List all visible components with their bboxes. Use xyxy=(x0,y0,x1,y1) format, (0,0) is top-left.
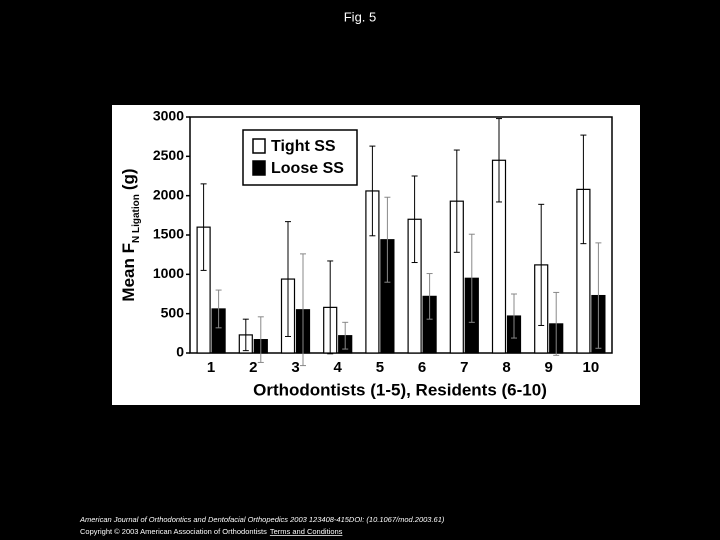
y-tick-label: 2500 xyxy=(153,147,184,163)
x-tick-label: 9 xyxy=(545,359,553,376)
copyright-text: Copyright © 2003 American Association of… xyxy=(80,527,267,536)
y-tick-label: 500 xyxy=(161,304,185,320)
error-bar xyxy=(496,118,502,203)
y-label-main: Mean F xyxy=(119,243,138,302)
x-tick-label: 3 xyxy=(291,359,299,376)
y-tick-label: 3000 xyxy=(153,108,184,124)
error-bar xyxy=(511,293,517,339)
citation: American Journal of Orthodontics and Den… xyxy=(79,515,445,524)
error-bar xyxy=(384,196,391,283)
error-bar xyxy=(426,273,433,320)
error-bar xyxy=(285,221,291,337)
error-bar xyxy=(300,253,306,367)
y-tick-label: 2000 xyxy=(153,186,184,202)
x-axis-label: Orthodontists (1-5), Residents (6-10) xyxy=(253,380,547,399)
y-axis-label: Mean FN Ligation (g) xyxy=(119,168,141,301)
error-bar xyxy=(369,145,376,237)
error-bar xyxy=(580,134,587,245)
terms-link[interactable]: Terms and Conditions xyxy=(270,527,343,536)
slide-title: Fig. 5 xyxy=(344,9,377,24)
error-bar xyxy=(553,291,560,356)
error-bar xyxy=(411,175,418,264)
x-tick-label: 2 xyxy=(249,359,257,376)
error-bar xyxy=(257,316,264,363)
error-bar xyxy=(468,233,475,323)
legend-box xyxy=(242,129,358,186)
error-bar xyxy=(327,260,334,355)
error-bar xyxy=(595,242,602,349)
x-tick-label: 7 xyxy=(460,359,468,376)
x-tick-label: 5 xyxy=(376,359,384,376)
error-bar xyxy=(242,318,249,352)
error-bar xyxy=(453,149,460,253)
x-tick-label: 10 xyxy=(583,359,600,376)
y-tick-label: 0 xyxy=(176,344,184,360)
y-label-sub: N Ligation xyxy=(131,194,142,243)
y-tick-label: 1500 xyxy=(153,226,184,242)
error-bar xyxy=(200,183,207,271)
error-bar xyxy=(215,289,222,329)
legend-swatch xyxy=(252,160,266,176)
legend-swatch xyxy=(252,138,266,154)
x-tick-label: 4 xyxy=(334,359,343,376)
x-tick-label: 1 xyxy=(207,359,215,376)
x-tick-label: 6 xyxy=(418,359,426,376)
x-tick-label: 8 xyxy=(502,359,510,376)
copyright: Copyright © 2003 American Association of… xyxy=(80,527,343,536)
error-bar xyxy=(538,203,545,326)
y-label-unit: (g) xyxy=(119,168,138,190)
error-bar xyxy=(342,321,349,350)
legend-label: Loose SS xyxy=(271,160,344,177)
y-tick-label: 1000 xyxy=(153,265,184,281)
legend-label: Tight SS xyxy=(271,138,336,155)
